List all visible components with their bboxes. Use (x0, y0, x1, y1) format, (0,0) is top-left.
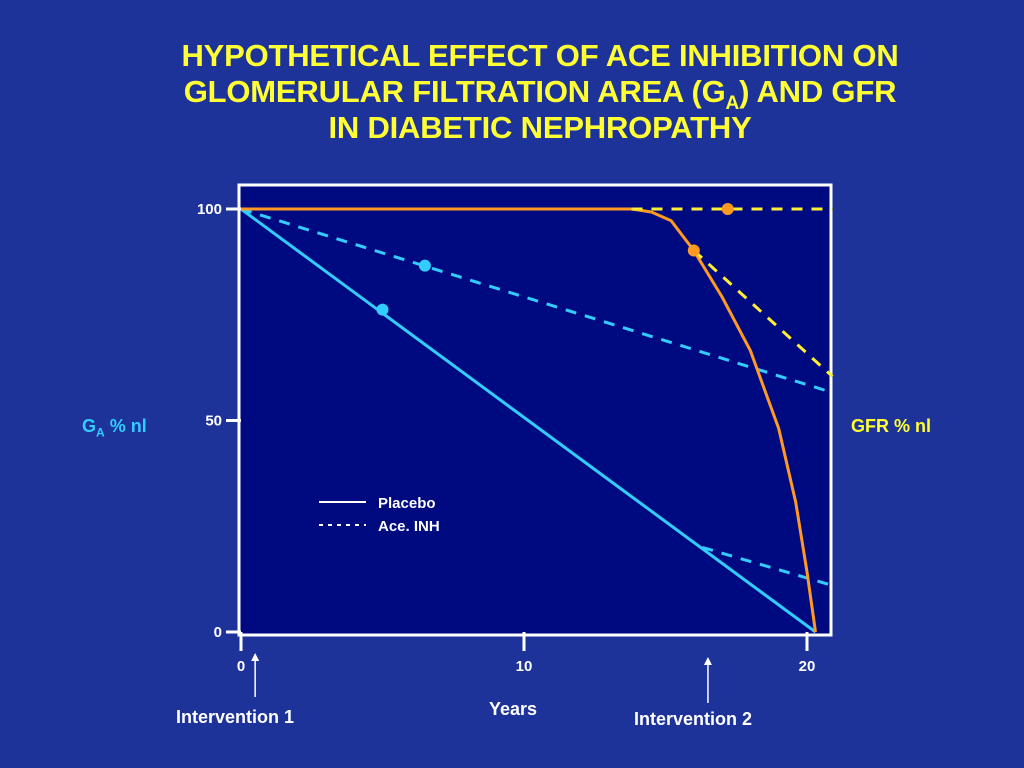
chart-title: HYPOTHETICAL EFFECT OF ACE INHIBITION ON… (80, 38, 1000, 146)
left-axis-label-sub: A (96, 425, 105, 440)
y-tick-label-50: 50 (205, 413, 222, 430)
series-line-ga-ace-inh-from-intervention-1 (240, 207, 833, 395)
data-point-marker-3 (687, 244, 700, 257)
data-point-marker-2 (418, 259, 431, 272)
x-tick-label-20: 20 (799, 658, 816, 675)
left-axis-label-main: G (82, 416, 97, 436)
title-line-2: GLOMERULAR FILTRATION AREA (GA) AND GFR (80, 74, 1000, 113)
series-line-gfr-placebo (241, 207, 817, 633)
title-line-3: IN DIABETIC NEPHROPATHY (328, 110, 752, 145)
y-tick-label-0: 0 (214, 624, 222, 641)
left-axis-label: GA % nl (82, 416, 147, 440)
right-axis-label: GFR % nl (851, 416, 931, 436)
title-line-1: HYPOTHETICAL EFFECT OF ACE INHIBITION ON (181, 38, 899, 73)
x-tick-label-0: 0 (237, 658, 245, 675)
series-line-ga-ace-inh-from-intervention-2 (701, 545, 833, 587)
legend-placebo: Placebo (378, 495, 436, 512)
x-axis-label: Years (489, 699, 538, 719)
y-tick-label-100: 100 (197, 201, 222, 218)
intervention-2-arrow-head (703, 657, 712, 665)
intervention-1-arrow-head (251, 653, 260, 661)
data-point-marker-1 (376, 303, 389, 316)
title-subscript: A (725, 93, 740, 115)
title-line-2-suffix: ) AND GFR (739, 74, 897, 109)
x-tick-label-10: 10 (516, 658, 533, 675)
left-axis-label-rest: % nl (104, 416, 147, 436)
data-point-marker-4 (721, 203, 734, 215)
intervention-1-label: Intervention 1 (176, 707, 295, 727)
intervention-2-label: Intervention 2 (634, 709, 753, 729)
series-line-ga-placebo (240, 207, 817, 634)
title-line-2-prefix: GLOMERULAR FILTRATION AREA (G (183, 74, 726, 109)
legend-ace-inh: Ace. INH (378, 518, 440, 535)
plot-area (237, 183, 833, 637)
